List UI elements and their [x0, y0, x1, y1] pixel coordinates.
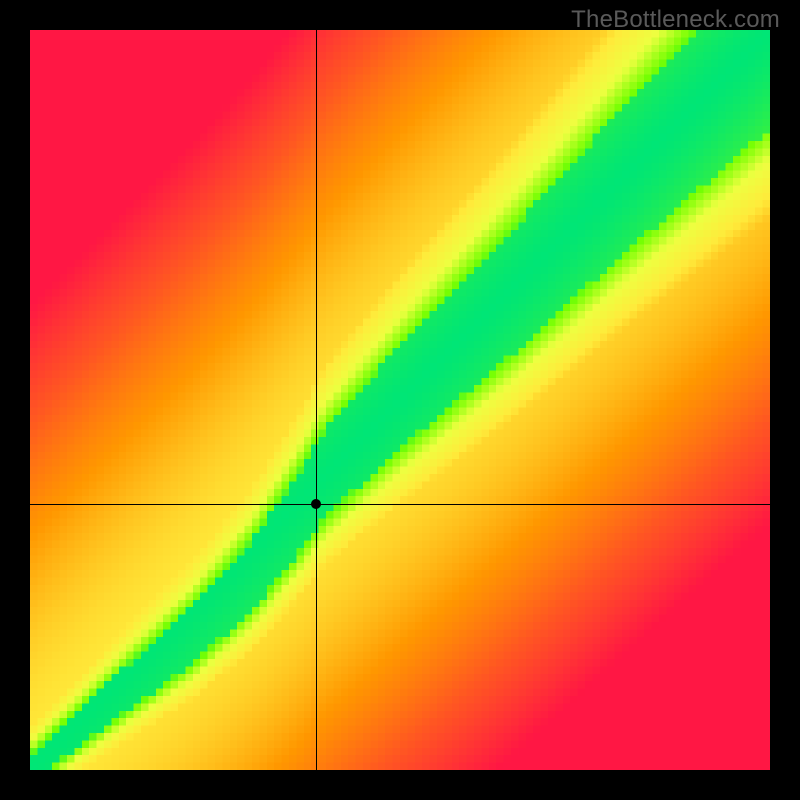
bottleneck-heatmap [30, 30, 770, 770]
crosshair-marker [311, 499, 321, 509]
crosshair-horizontal [30, 504, 770, 505]
watermark-text: TheBottleneck.com [571, 6, 780, 34]
crosshair-vertical [316, 30, 317, 770]
chart-container: TheBottleneck.com [0, 0, 800, 800]
